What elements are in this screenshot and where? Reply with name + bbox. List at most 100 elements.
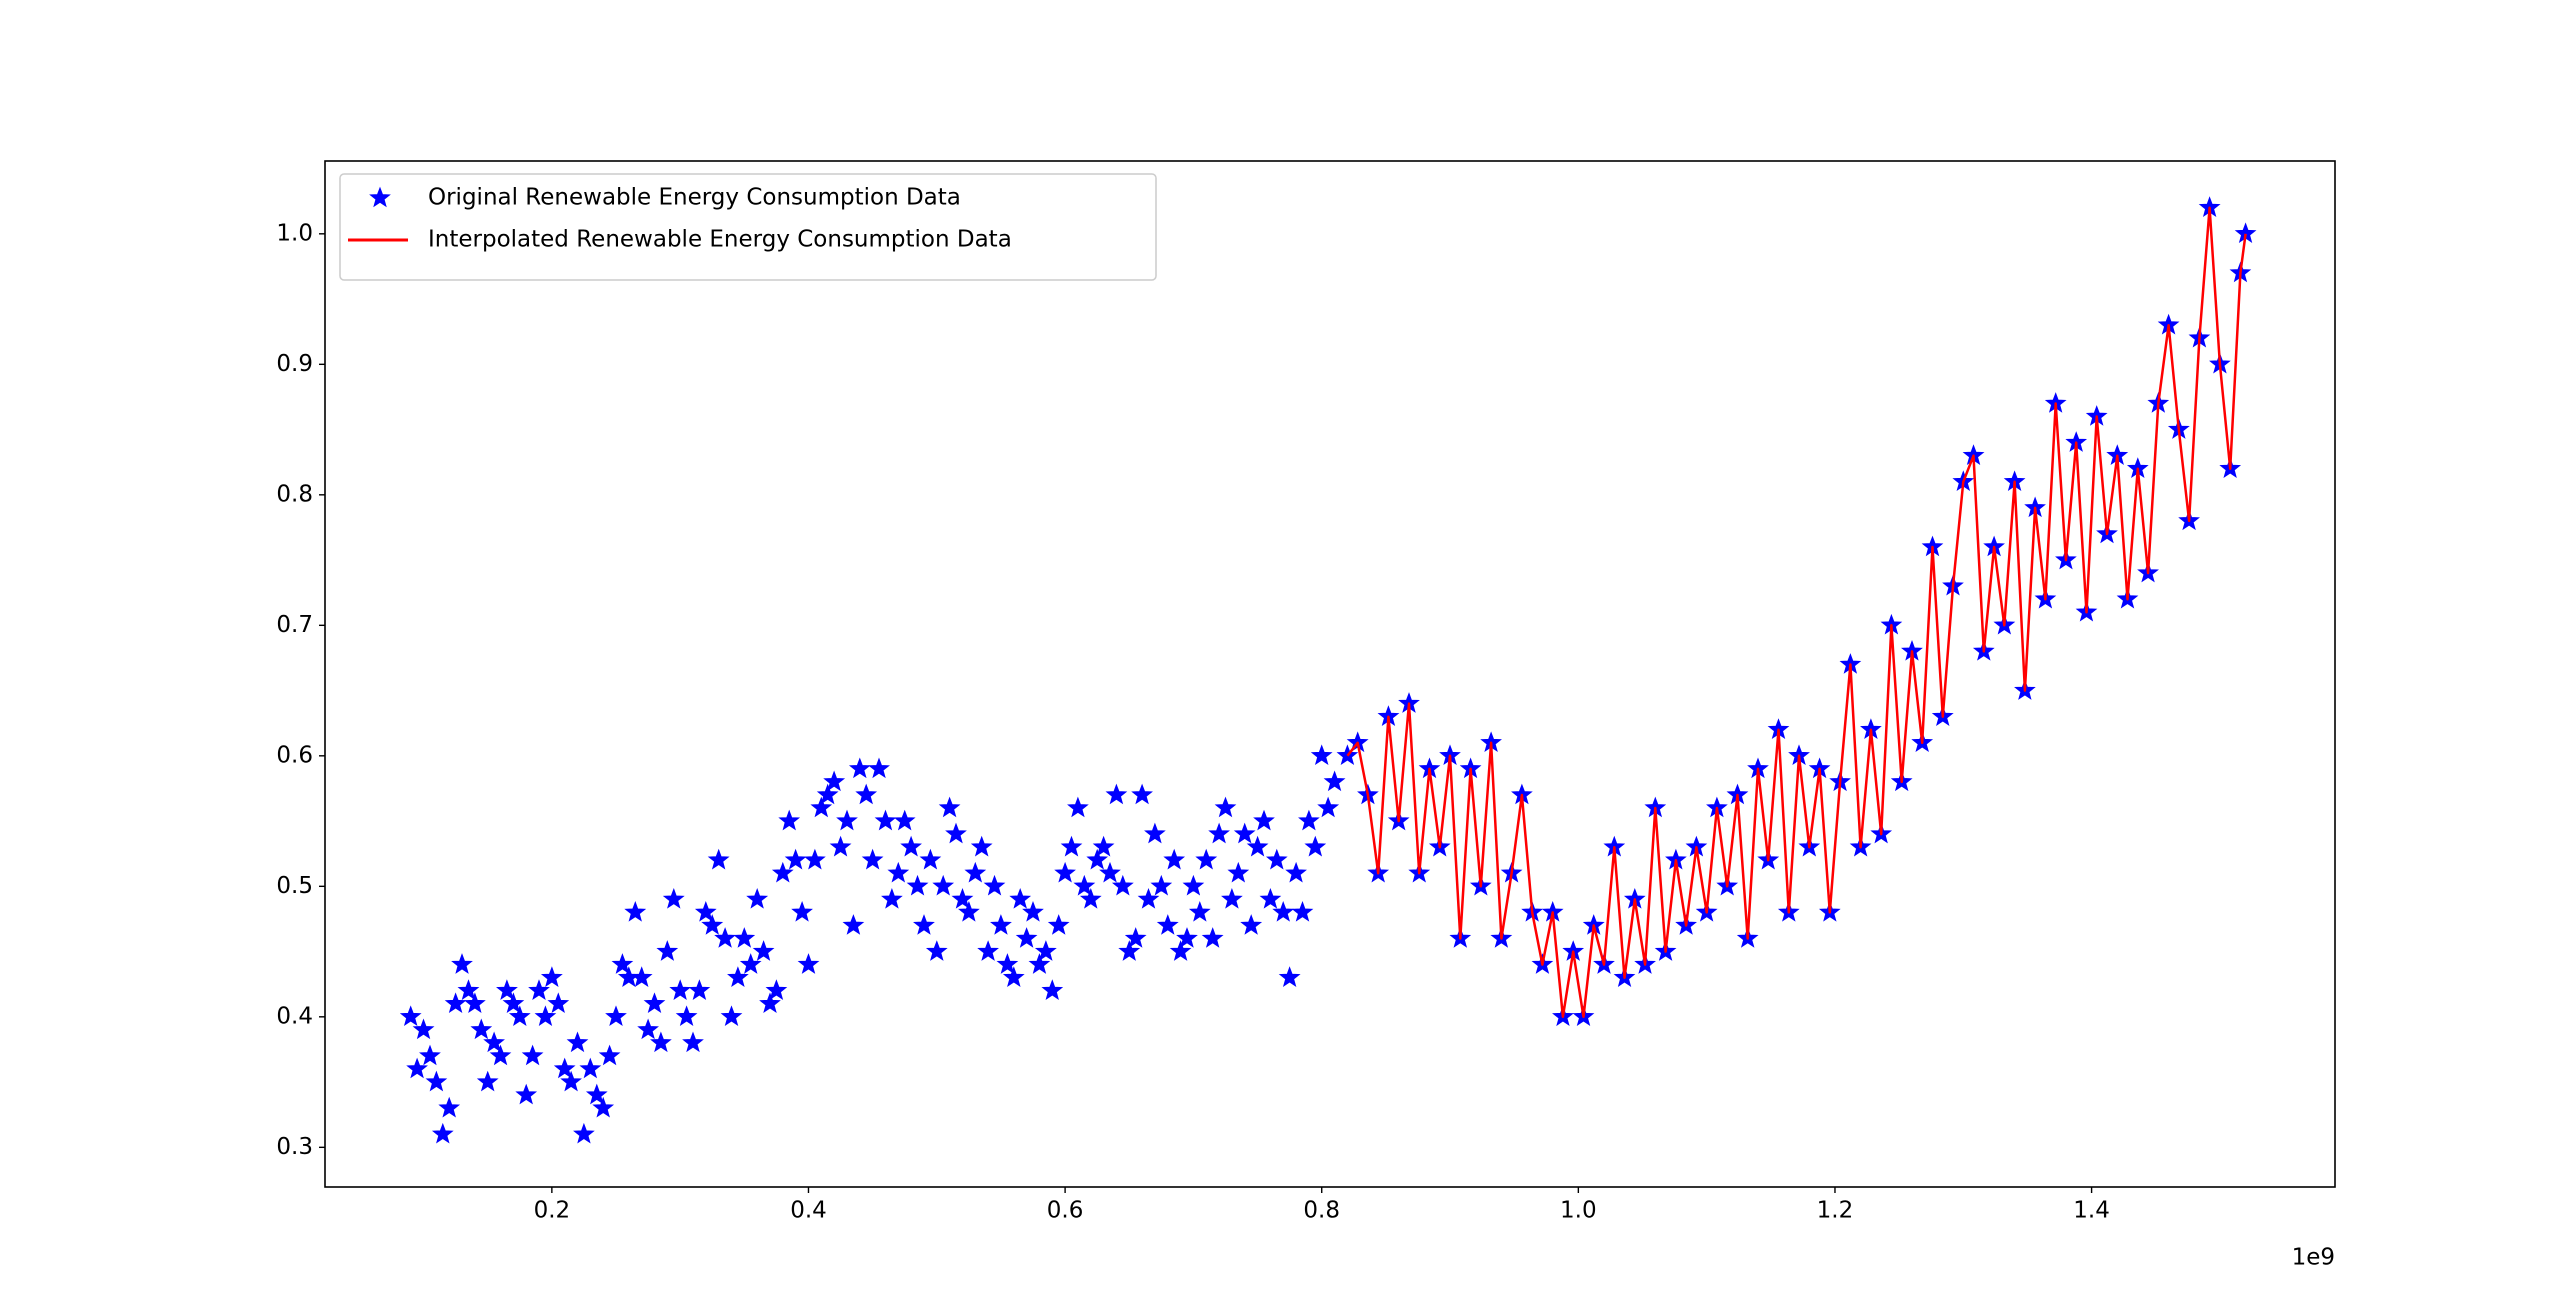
data-point	[887, 861, 910, 883]
data-point	[515, 1083, 538, 1105]
data-point	[656, 940, 679, 961]
data-point	[630, 966, 653, 987]
data-point	[451, 953, 473, 974]
data-point	[1201, 927, 1224, 948]
data-point	[1009, 887, 1032, 909]
data-point	[598, 1044, 621, 1066]
data-point	[842, 914, 865, 935]
data-point	[797, 953, 820, 974]
data-point	[1137, 887, 1160, 909]
legend-label: Original Renewable Energy Consumption Da…	[428, 185, 961, 211]
data-point	[579, 1057, 602, 1079]
data-point	[438, 1096, 461, 1118]
data-point	[1002, 966, 1025, 987]
data-point	[816, 783, 839, 805]
data-point	[1022, 900, 1044, 922]
x-tick-label: 0.2	[534, 1198, 571, 1224]
data-point	[1169, 940, 1192, 961]
data-point	[990, 914, 1012, 935]
data-point	[1176, 927, 1198, 948]
data-point	[624, 900, 647, 922]
data-point	[804, 848, 826, 870]
x-offset-label: 1e9	[2292, 1245, 2335, 1271]
data-point	[701, 914, 724, 935]
plot-area	[399, 196, 2257, 1144]
data-point	[1291, 900, 1314, 922]
data-point	[457, 979, 480, 1000]
data-point	[970, 835, 993, 857]
data-point	[521, 1044, 544, 1066]
data-point	[1253, 809, 1275, 831]
data-point	[643, 992, 666, 1014]
y-tick-label: 0.3	[276, 1134, 313, 1160]
data-point	[1079, 887, 1102, 909]
data-point	[444, 992, 467, 1014]
data-point	[682, 1031, 704, 1053]
data-point	[508, 1005, 531, 1027]
data-point	[1118, 940, 1141, 961]
data-point	[925, 940, 948, 961]
y-tick-label: 0.9	[276, 351, 313, 377]
x-tick-label: 1.4	[2073, 1198, 2110, 1224]
data-point	[1150, 874, 1173, 896]
data-point	[1156, 914, 1179, 935]
data-point	[1034, 940, 1057, 961]
data-point	[733, 927, 756, 948]
legend-marker	[369, 186, 391, 208]
data-point	[945, 822, 967, 844]
data-point	[1124, 927, 1147, 948]
data-point	[399, 1005, 422, 1027]
data-line	[1346, 206, 2247, 1019]
data-point	[662, 887, 685, 909]
data-point	[1233, 822, 1256, 844]
data-point	[771, 861, 794, 883]
data-point	[784, 848, 807, 870]
data-point	[1188, 900, 1211, 922]
data-point	[406, 1057, 428, 1079]
data-point	[861, 848, 884, 870]
data-point	[605, 1005, 627, 1027]
data-point	[431, 1122, 454, 1144]
data-point	[573, 1122, 595, 1144]
data-point	[1298, 809, 1320, 831]
data-point	[1131, 783, 1153, 805]
y-tick-label: 0.4	[276, 1003, 313, 1029]
data-point	[848, 757, 871, 779]
data-point	[547, 992, 570, 1014]
data-point	[476, 1070, 499, 1092]
data-point	[868, 757, 890, 779]
data-point	[727, 966, 749, 987]
data-point	[810, 796, 833, 818]
data-point	[669, 979, 692, 1000]
data-point	[1240, 914, 1263, 935]
data-point	[637, 1018, 659, 1040]
data-point	[951, 887, 974, 909]
data-point	[1111, 874, 1134, 896]
data-point	[765, 979, 788, 1000]
data-point	[932, 874, 955, 896]
data-point	[1054, 861, 1076, 883]
data-point	[592, 1096, 615, 1118]
data-point	[739, 953, 762, 974]
data-point	[1047, 914, 1070, 935]
data-point	[534, 1005, 557, 1027]
data-point	[650, 1031, 672, 1053]
data-point	[419, 1044, 441, 1066]
x-tick-label: 0.6	[1047, 1198, 1084, 1224]
data-point	[688, 979, 711, 1000]
data-point	[746, 887, 769, 909]
data-point	[1323, 770, 1346, 792]
data-point	[1015, 927, 1038, 948]
data-point	[938, 796, 961, 818]
data-point	[874, 809, 897, 831]
data-point	[964, 861, 987, 883]
data-point	[958, 900, 980, 922]
legend: Original Renewable Energy Consumption Da…	[339, 173, 1157, 281]
data-point	[1028, 953, 1051, 974]
data-point	[412, 1018, 435, 1040]
data-point	[977, 940, 999, 961]
data-point	[855, 783, 878, 805]
data-point	[919, 848, 942, 870]
data-point	[900, 835, 922, 857]
data-point	[1278, 966, 1301, 987]
